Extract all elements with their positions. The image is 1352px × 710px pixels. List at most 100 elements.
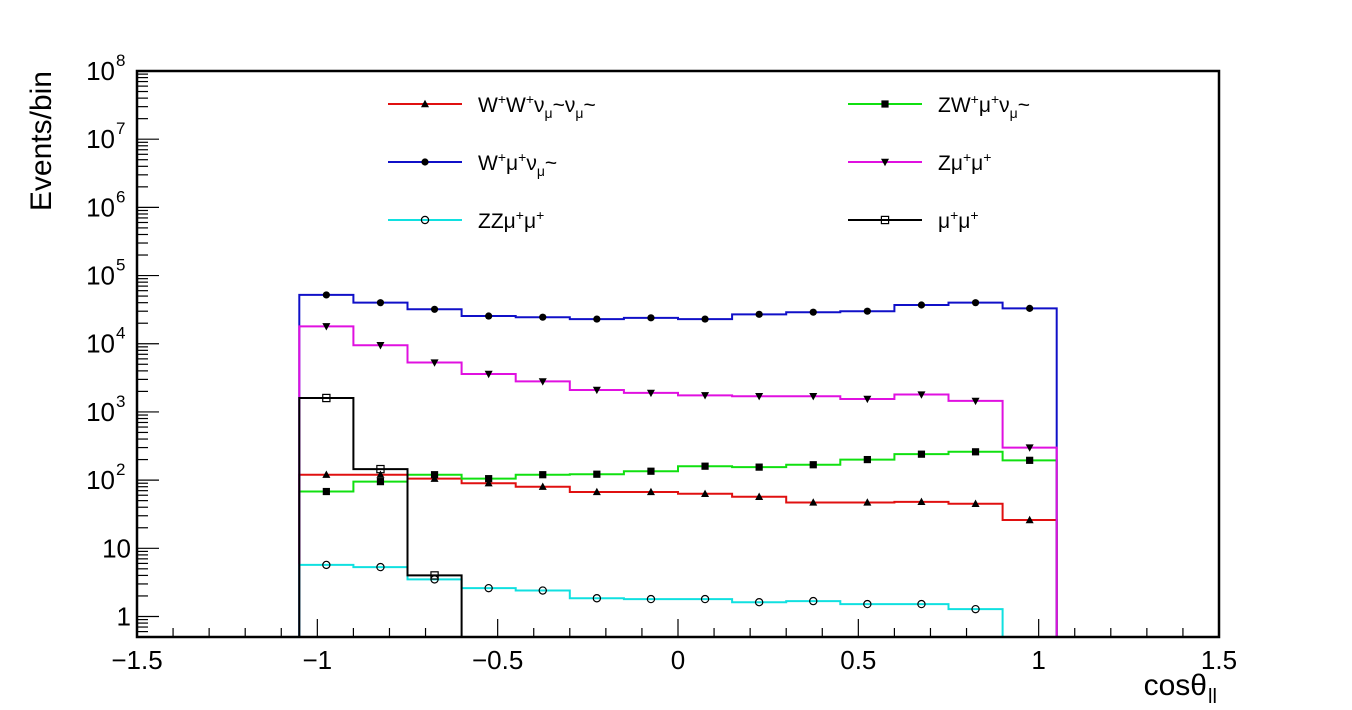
legend-label-part: ~ xyxy=(1018,94,1030,117)
data-point xyxy=(863,307,871,315)
legend-entry-0: W+W+νμ~νμ~ xyxy=(388,91,596,121)
data-point xyxy=(863,599,872,609)
legend-label-part: + xyxy=(971,91,979,107)
y-tick-label-base: 10 xyxy=(86,465,115,495)
legend-label-part: μ xyxy=(575,105,583,121)
data-point xyxy=(484,583,493,593)
data-point xyxy=(376,470,385,478)
legend-label: W+μ+νμ~ xyxy=(478,149,557,179)
legend-label: ZW+μ+νμ~ xyxy=(938,91,1030,121)
data-point xyxy=(593,470,601,478)
minor-ticks-layer xyxy=(136,73,1220,638)
legend-entry-4: ZZμ+μ+ xyxy=(388,207,544,233)
x-tick-label: 1.5 xyxy=(1201,645,1237,675)
x-tick-label: −1 xyxy=(303,645,333,675)
legend-label-part: μ xyxy=(979,94,991,117)
x-tick-label: 0.5 xyxy=(840,645,876,675)
data-point xyxy=(322,291,330,299)
data-point xyxy=(809,393,818,401)
data-point xyxy=(593,315,601,323)
legend-label-part: + xyxy=(536,207,544,223)
legend-entry-5: μ+μ+ xyxy=(848,207,979,233)
legend-label-part: ~ xyxy=(545,152,557,175)
plot-frame xyxy=(135,69,1221,639)
legend-label-part: μ xyxy=(938,210,950,233)
legend-label-part: + xyxy=(498,149,506,165)
y-tick-label-exponent: 2 xyxy=(116,460,125,479)
data-point xyxy=(376,478,385,486)
data-point xyxy=(539,313,547,321)
y-tick-label: 10 xyxy=(102,533,131,563)
data-point xyxy=(484,370,493,379)
y-tick-label-base: 10 xyxy=(86,329,115,359)
data-point xyxy=(701,392,710,400)
legend-label-part: ν xyxy=(534,94,545,117)
legend-label-part: + xyxy=(983,149,991,165)
legend-label: μ+μ+ xyxy=(938,207,979,233)
legend-label: ZZμ+μ+ xyxy=(478,207,544,233)
legend-label-part: μ xyxy=(971,152,983,175)
series-4 xyxy=(137,563,1004,637)
y-tick-label-exponent: 6 xyxy=(116,187,125,206)
y-tick-label-base: 10 xyxy=(86,124,115,154)
data-point xyxy=(1025,444,1034,452)
legend-entry-1: ZW+μ+νμ~ xyxy=(848,91,1030,121)
legend-label: W+W+νμ~νμ~ xyxy=(478,91,596,121)
x-axis-title-subscript: ll xyxy=(1208,686,1217,708)
data-point xyxy=(701,315,709,323)
legend-label-part: ~ xyxy=(553,94,565,117)
data-point xyxy=(700,594,710,604)
data-point xyxy=(322,487,330,496)
legend-marker xyxy=(420,215,430,225)
legend-label-part: ~ xyxy=(583,94,595,117)
legend-label-part: μ xyxy=(1010,105,1018,121)
legend-label-part: μ xyxy=(506,152,518,175)
y-axis-title: Events/bin xyxy=(25,71,58,211)
legend-marker xyxy=(421,158,429,166)
y-tick-label-exponent: 8 xyxy=(116,51,125,70)
legend-label-part: W xyxy=(506,94,526,117)
data-point xyxy=(484,479,493,487)
series-line-1 xyxy=(137,450,1058,637)
series-2 xyxy=(137,293,1058,637)
data-point xyxy=(755,310,763,318)
legend-label-part: + xyxy=(963,149,971,165)
data-point xyxy=(971,448,980,456)
data-point xyxy=(592,386,601,395)
data-point xyxy=(863,395,872,404)
data-point xyxy=(755,393,764,401)
data-point xyxy=(809,308,817,316)
data-point xyxy=(701,462,709,470)
series-line-4 xyxy=(137,563,1004,637)
x-tick-label: −0.5 xyxy=(472,645,523,675)
data-point xyxy=(809,461,817,469)
data-point xyxy=(322,560,331,570)
legend-marker xyxy=(880,215,890,225)
data-point xyxy=(863,498,872,506)
legend-label-part: W xyxy=(478,94,498,117)
y-tick-label-exponent: 5 xyxy=(116,256,125,275)
legend-label-part: Zμ xyxy=(938,152,963,175)
legend-label-part: μ xyxy=(545,105,553,121)
data-point xyxy=(539,471,547,479)
data-point xyxy=(376,342,385,350)
legend-label-part: ν xyxy=(526,152,537,175)
legend-label-part: μ xyxy=(524,210,536,233)
data-point xyxy=(701,489,710,497)
legend-marker xyxy=(881,158,889,167)
legend-label: Zμ+μ+ xyxy=(938,149,991,175)
y-tick-label-base: 10 xyxy=(86,261,115,291)
y-tick-label-exponent: 3 xyxy=(116,392,125,411)
data-point xyxy=(647,467,655,475)
data-point xyxy=(755,492,764,500)
data-point xyxy=(917,301,926,309)
legend-label-part: W xyxy=(478,152,498,175)
x-tick-label: 1 xyxy=(1031,645,1045,675)
series-layer xyxy=(137,291,1058,637)
data-point xyxy=(376,299,385,307)
data-point xyxy=(322,393,331,403)
legend-label-part: + xyxy=(970,207,978,223)
legend-label-part: + xyxy=(526,91,534,107)
